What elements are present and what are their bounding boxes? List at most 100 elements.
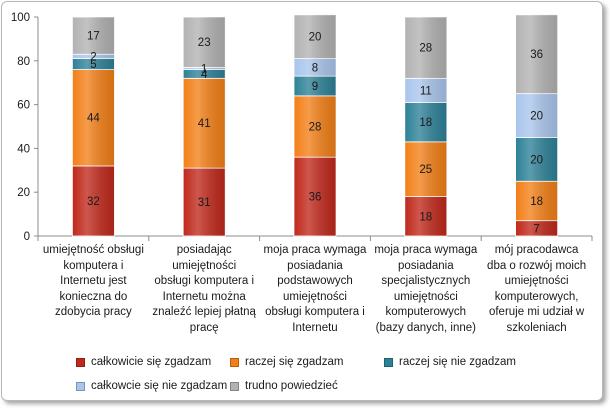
category-label-4-line-5: komputerowych bbox=[385, 306, 467, 318]
data-label-3-series-4: 8 bbox=[312, 62, 318, 74]
chart-axes: 0 20 40 60 80 100 bbox=[11, 12, 593, 243]
category-label-3-line-5: obsługi komputera i bbox=[265, 306, 365, 318]
legend-label-4: całkowcie się nie zgadzam bbox=[91, 380, 228, 392]
legend-label-5: trudno powiedzieć bbox=[245, 380, 338, 392]
bar-shine-5-series-2 bbox=[515, 181, 558, 221]
category-label-4-line-1: moja praca wymaga bbox=[374, 244, 478, 256]
category-label-5-line-5: oferuje mi udział w bbox=[488, 306, 585, 318]
category-label-1-line-1: umiejętność obsługi bbox=[42, 244, 144, 256]
data-label-4-series-3: 18 bbox=[419, 117, 432, 129]
y-tick-label-4: 80 bbox=[17, 56, 30, 68]
legend-label-2: raczej się zgadzam bbox=[245, 356, 344, 368]
bar-shine-3-series-4 bbox=[294, 58, 336, 77]
category-label-2-line-4: Internetu można bbox=[162, 290, 246, 303]
bar-shine-3-series-5 bbox=[294, 14, 336, 59]
bar-shine-4-series-3 bbox=[404, 102, 447, 142]
category-label-1-line-5: zdobycia pracy bbox=[55, 306, 132, 318]
chart-data-labels: 32 44 52 17 31 41 41 23 36 28 9 8 20 18 25 18 11 28 7 18 20 2… bbox=[87, 31, 543, 236]
category-label-5: mój pracodawca dba o rozwój moich umiejętn… bbox=[484, 243, 590, 336]
bar-shine-4-series-2 bbox=[404, 141, 447, 197]
data-label-2-series-4: 1 bbox=[201, 63, 207, 75]
legend-swatch-1 bbox=[76, 357, 85, 367]
category-label-1: umiejętność obsługi komputera i Internetu … bbox=[40, 243, 146, 321]
bar-shine-3-series-1 bbox=[294, 157, 336, 236]
chart-bars bbox=[72, 14, 558, 237]
bar-shine-5-series-1 bbox=[515, 220, 558, 236]
data-label-3-series-3: 9 bbox=[312, 81, 318, 93]
category-label-1-line-2: komputera i bbox=[63, 259, 124, 272]
bar-shine-1-series-1 bbox=[72, 165, 115, 236]
category-label-2-line-1: posiadając bbox=[176, 244, 232, 256]
data-label-1-series-4: 2 bbox=[90, 51, 96, 63]
y-tick-label-5: 100 bbox=[11, 12, 30, 24]
category-label-5-line-1: mój pracodawca bbox=[494, 244, 579, 256]
category-label-4-line-4: umiejętności bbox=[393, 290, 458, 303]
bar-shine-2-series-4 bbox=[183, 67, 226, 70]
bar-shine-1-series-4 bbox=[72, 54, 115, 59]
y-tick-label-2: 40 bbox=[17, 143, 30, 155]
category-label-3-line-3: podstawowych bbox=[277, 275, 353, 287]
legend-swatch-4 bbox=[76, 381, 85, 391]
data-label-4-series-1: 18 bbox=[419, 211, 432, 223]
bar-shine-1-series-2 bbox=[72, 69, 115, 166]
category-label-2-line-6: pracę bbox=[189, 321, 219, 334]
data-label-2-series-3: 4 bbox=[201, 69, 208, 81]
bar-shine-1-series-3 bbox=[72, 58, 115, 70]
category-label-3: moja praca wymaga posiadania podstawowych u… bbox=[262, 243, 368, 336]
category-label-4: moja praca wymaga posiadania specjalistycz… bbox=[373, 243, 479, 336]
bar-shine-2-series-2 bbox=[183, 78, 226, 169]
bar-shine-4-series-5 bbox=[404, 17, 447, 79]
legend-item-1: całkowicie się zgadzam bbox=[76, 356, 211, 368]
category-label-3-line-4: umiejętności bbox=[283, 290, 347, 303]
category-label-2-line-3: obsługi komputera i bbox=[154, 275, 255, 287]
legend-swatch-5 bbox=[230, 381, 239, 391]
category-label-2: posiadając umiejętności obsługi komputera … bbox=[151, 243, 257, 336]
data-label-2-series-1: 31 bbox=[198, 197, 211, 209]
category-label-2-line-5: znaleźć lepiej płatną bbox=[152, 306, 256, 318]
legend-item-5: trudno powiedzieć bbox=[230, 380, 338, 392]
legend-swatch-2 bbox=[230, 357, 239, 367]
data-label-3-series-1: 36 bbox=[309, 192, 322, 204]
legend-item-3: raczej się nie zgadzam bbox=[384, 356, 516, 368]
data-label-1-series-5: 17 bbox=[87, 31, 100, 43]
bar-shine-5-series-5 bbox=[515, 14, 558, 94]
bar-shine-5-series-4 bbox=[515, 93, 558, 138]
data-label-2-series-5: 23 bbox=[198, 37, 211, 49]
bar-shine-3-series-3 bbox=[294, 76, 336, 96]
bar-shine-2-series-1 bbox=[183, 168, 226, 236]
category-label-4-line-2: posiadania bbox=[397, 259, 454, 272]
category-label-5-line-2: dba o rozwój moich bbox=[487, 259, 587, 272]
data-label-4-series-2: 25 bbox=[419, 164, 432, 176]
data-label-1-series-2: 44 bbox=[87, 113, 100, 125]
category-label-2-line-2: umiejętności bbox=[172, 259, 237, 272]
data-label-5-series-5: 36 bbox=[530, 49, 543, 61]
bar-shine-2-series-3 bbox=[183, 69, 226, 79]
bar-shine-1-series-5 bbox=[72, 17, 115, 55]
legend-item-4: całkowcie się nie zgadzam bbox=[76, 380, 227, 392]
data-label-5-series-3: 20 bbox=[530, 154, 543, 166]
y-tick-label-0: 0 bbox=[24, 231, 30, 243]
bar-shine-3-series-2 bbox=[294, 95, 336, 158]
bar-shine-4-series-1 bbox=[404, 196, 447, 236]
data-label-1-series-3: 5 bbox=[90, 59, 96, 71]
category-label-3-line-2: posiadania bbox=[287, 259, 343, 272]
y-tick-label-3: 60 bbox=[17, 100, 30, 112]
data-label-2-series-2: 41 bbox=[198, 118, 211, 130]
data-label-5-series-1: 7 bbox=[533, 223, 539, 235]
y-tick-label-1: 20 bbox=[17, 187, 30, 199]
category-label-5-line-6: szkoleniach bbox=[506, 321, 567, 334]
category-label-3-line-6: Internetu bbox=[292, 321, 338, 334]
category-label-4-line-6: (bazy danych, inne) bbox=[375, 321, 476, 334]
legend-label-3: raczej się nie zgadzam bbox=[399, 356, 516, 368]
data-label-4-series-5: 28 bbox=[419, 43, 432, 55]
data-label-3-series-5: 20 bbox=[309, 32, 322, 44]
data-label-5-series-4: 20 bbox=[530, 111, 543, 123]
category-label-4-line-3: specjalistycznych bbox=[381, 275, 471, 287]
data-label-5-series-2: 18 bbox=[530, 196, 543, 208]
category-label-3-line-1: moja praca wymaga bbox=[263, 244, 367, 256]
data-label-4-series-4: 11 bbox=[420, 85, 432, 97]
bar-shine-4-series-4 bbox=[404, 78, 447, 103]
bar-shine-5-series-3 bbox=[515, 137, 558, 182]
category-label-1-line-3: Internetu jest bbox=[60, 275, 127, 287]
